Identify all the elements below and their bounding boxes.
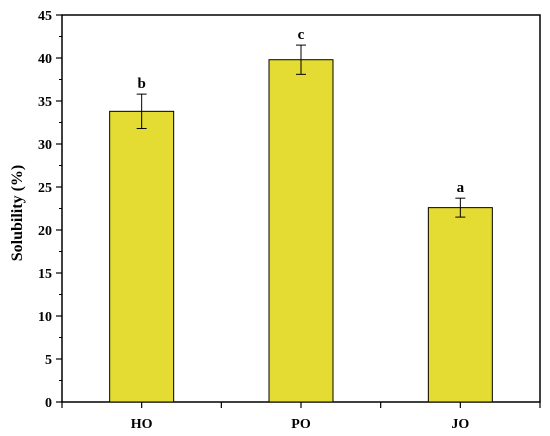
x-tick-label: PO <box>291 417 311 432</box>
y-tick-label: 10 <box>38 310 52 325</box>
y-tick-label: 30 <box>38 138 52 153</box>
bar-ho <box>109 110 175 403</box>
y-tick-label: 5 <box>45 353 52 368</box>
bar-po <box>268 59 334 403</box>
y-tick-label: 20 <box>38 224 52 239</box>
y-tick-label: 25 <box>38 181 52 196</box>
significance-label: a <box>457 180 465 196</box>
y-tick-label: 15 <box>38 267 52 282</box>
significance-label: b <box>137 76 145 92</box>
x-tick-label: HO <box>131 417 153 432</box>
plot-area: 0 5 10 15 20 25 30 35 40 45 b HO c PO a JO <box>38 9 541 432</box>
bar-jo <box>427 207 493 403</box>
significance-label: c <box>298 27 305 43</box>
y-axis-title: Solubility (%) <box>9 165 26 261</box>
y-tick-label: 40 <box>38 52 52 67</box>
x-tick-label: JO <box>451 417 469 432</box>
y-tick-label: 45 <box>38 9 52 24</box>
y-tick-label: 0 <box>45 396 52 411</box>
y-tick-label: 35 <box>38 95 52 110</box>
